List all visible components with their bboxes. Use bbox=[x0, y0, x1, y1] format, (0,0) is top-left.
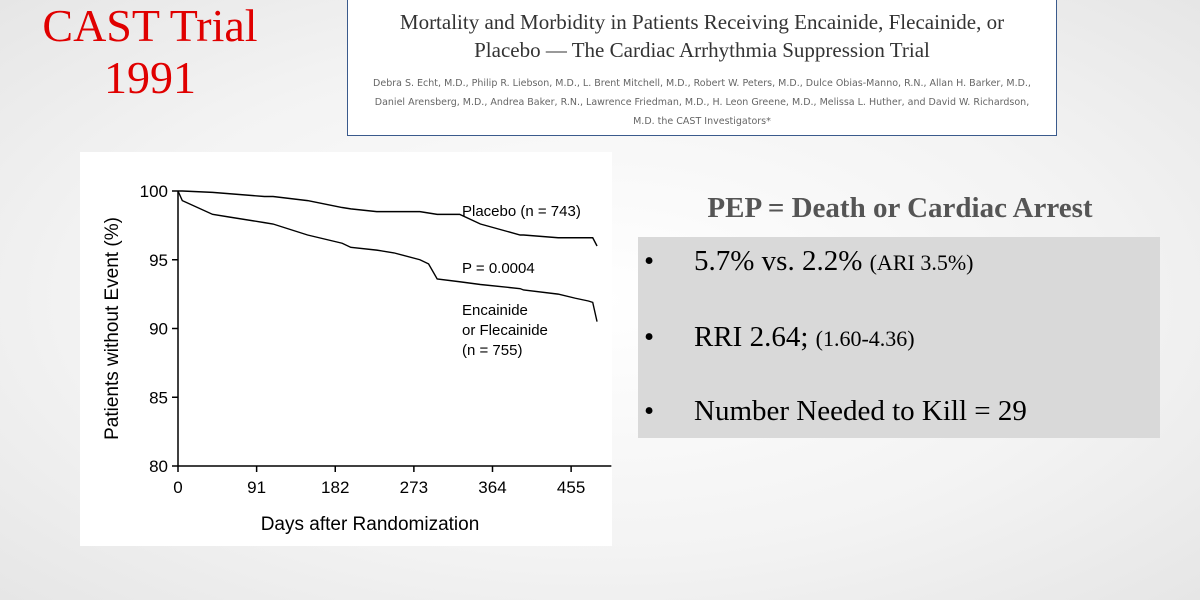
x-tick-label: 0 bbox=[173, 478, 182, 497]
series-label: Placebo (n = 743) bbox=[462, 203, 581, 220]
bullet: Number Needed to Kill = 29 bbox=[644, 395, 1027, 428]
y-tick-label: 90 bbox=[149, 320, 168, 339]
annotation: P = 0.0004 bbox=[462, 260, 535, 277]
paper-title: Mortality and Morbidity in Patients Rece… bbox=[399, 10, 1005, 62]
line-series bbox=[178, 190, 598, 247]
x-tick-label: 455 bbox=[557, 478, 585, 497]
paper-authors: Debra S. Echt, M.D., Philip R. Liebson, … bbox=[373, 78, 1031, 127]
bullet-note: (ARI 3.5%) bbox=[869, 250, 974, 275]
bullet: RRI 2.64; (1.60-4.36) bbox=[644, 321, 915, 354]
x-tick-label: 364 bbox=[478, 478, 506, 497]
series-label: or Flecainide bbox=[462, 322, 548, 339]
line-series bbox=[177, 190, 598, 322]
y-tick-label: 80 bbox=[149, 457, 168, 476]
x-axis-label: Days after Randomization bbox=[261, 514, 480, 535]
title-line: CAST Trial bbox=[42, 0, 258, 51]
series-label: (n = 755) bbox=[462, 342, 522, 359]
y-tick-label: 100 bbox=[140, 182, 168, 201]
paper-box: Mortality and Morbidity in Patients Rece… bbox=[347, 0, 1057, 136]
title-line: 1991 bbox=[104, 52, 196, 103]
bullet-main: Number Needed to Kill = 29 bbox=[694, 395, 1027, 427]
y-tick-label: 85 bbox=[149, 388, 168, 407]
summary-heading: PEP = Death or Cardiac Arrest bbox=[707, 192, 1093, 224]
bullet-main: 5.7% vs. 2.2% bbox=[694, 245, 863, 277]
x-tick-label: 91 bbox=[247, 478, 266, 497]
y-axis-label: Patients without Event (%) bbox=[102, 217, 123, 440]
x-tick-label: 182 bbox=[321, 478, 349, 497]
bullet-note: (1.60-4.36) bbox=[815, 326, 915, 351]
bullet-main: RRI 2.64; bbox=[694, 321, 809, 353]
bullet: 5.7% vs. 2.2% (ARI 3.5%) bbox=[644, 245, 974, 278]
chart: 80 85 90 95 100 0 91 182 273 364 455 Days after Ran… bbox=[102, 182, 612, 535]
slide-title: CAST Trial 1991 bbox=[0, 0, 300, 104]
x-tick-label: 273 bbox=[400, 478, 428, 497]
chart-panel: 80 85 90 95 100 0 91 182 273 364 455 Days after Ran… bbox=[80, 152, 612, 546]
y-tick-label: 95 bbox=[149, 251, 168, 270]
summary-box: 5.7% vs. 2.2% (ARI 3.5%) RRI 2.64; (1.60… bbox=[638, 237, 1160, 438]
series-label: Encainide bbox=[462, 302, 528, 319]
